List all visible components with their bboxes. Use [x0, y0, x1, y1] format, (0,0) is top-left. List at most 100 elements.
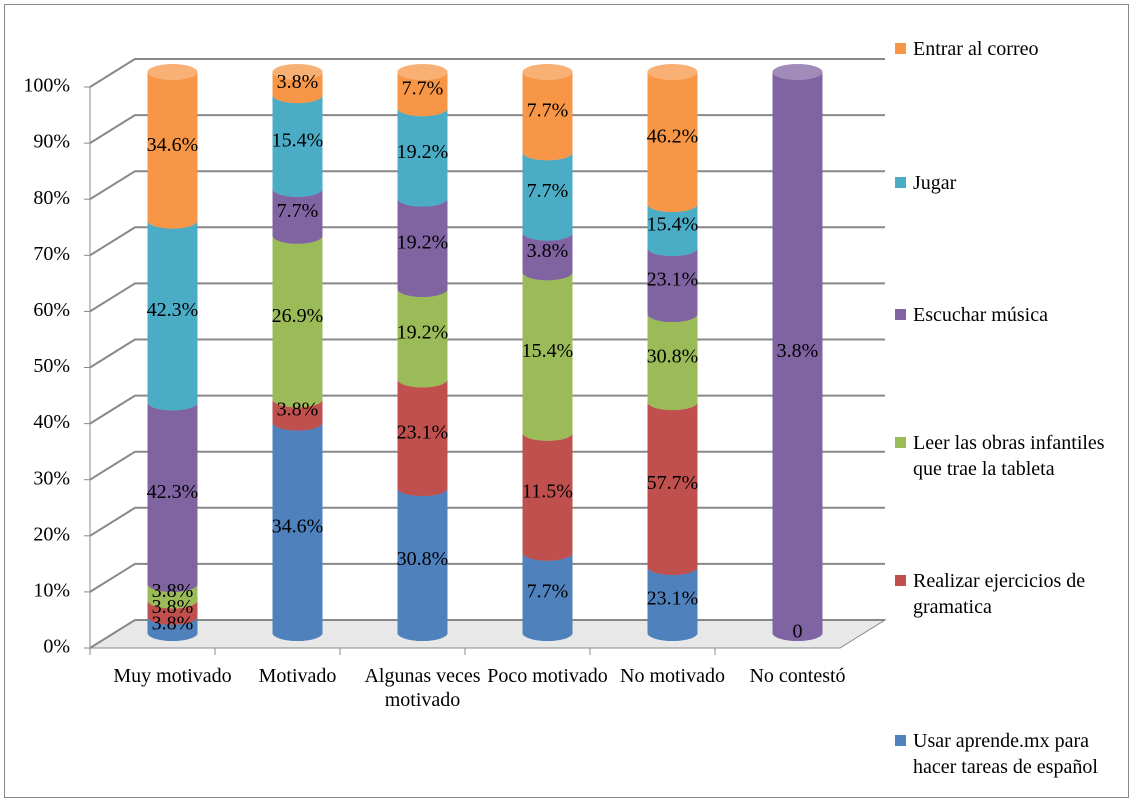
bar-shade	[647, 204, 698, 257]
bar-shade	[272, 95, 323, 197]
legend-label: Escuchar música	[913, 304, 1048, 326]
data-label: 46.2%	[647, 126, 699, 148]
data-label: 34.6%	[147, 134, 199, 156]
data-label: 15.4%	[522, 340, 574, 362]
legend-label: Leer las obras infantiles que trae la ta…	[913, 432, 1105, 480]
grid-line	[89, 619, 885, 649]
bar-shade	[397, 379, 448, 497]
data-label: 3.8%	[152, 580, 194, 602]
bar-shade	[147, 220, 198, 411]
legend-item: Escuchar música	[895, 302, 1130, 328]
bar-cap	[272, 64, 323, 80]
data-label: 7.7%	[527, 580, 569, 602]
bar-shade	[647, 72, 698, 213]
y-tick-label: 20%	[33, 523, 70, 545]
data-label: 3.8%	[152, 596, 194, 618]
data-label: 7.7%	[277, 200, 319, 222]
legend-label: Usar aprende.mx para hacer tareas de esp…	[913, 730, 1098, 778]
data-label: 15.4%	[647, 214, 699, 236]
grid-line	[89, 394, 885, 425]
bar-shade	[147, 72, 198, 229]
bar-shade	[397, 108, 448, 207]
bar-shade	[647, 248, 698, 323]
grid-line	[89, 562, 885, 593]
y-tick-label: 90%	[33, 131, 70, 153]
bar-cap	[772, 64, 823, 80]
legend-label: Jugar	[913, 172, 957, 194]
bar-shade	[397, 72, 448, 117]
grid-line	[89, 506, 885, 537]
bar-shade	[772, 72, 823, 641]
bar-shade	[272, 72, 323, 104]
bar-shade	[397, 488, 448, 641]
y-tick-label: 30%	[33, 467, 70, 489]
data-label: 57.7%	[647, 472, 699, 494]
grid-line	[89, 282, 885, 313]
grid-line	[89, 114, 885, 144]
y-tick-label: 10%	[33, 579, 70, 601]
bar-cap	[647, 64, 698, 80]
bar-shade	[272, 235, 323, 408]
bar-shade	[147, 584, 198, 609]
data-label: 11.5%	[522, 480, 573, 502]
data-label: 23.1%	[647, 588, 699, 610]
bar-shade	[522, 272, 573, 441]
y-tick-label: 40%	[33, 411, 70, 433]
chart-frame	[4, 4, 1129, 798]
legend-swatch	[895, 177, 906, 188]
data-label: 30.8%	[397, 548, 449, 570]
y-tick-label: 70%	[33, 243, 70, 265]
legend-swatch	[895, 309, 906, 320]
bar-cap	[522, 64, 573, 80]
legend-swatch	[895, 735, 906, 746]
legend-label: Entrar al correo	[913, 38, 1039, 60]
bar-shade	[272, 188, 323, 244]
y-tick-label: 60%	[33, 299, 70, 321]
grid-line	[89, 450, 885, 481]
bar-shade	[522, 152, 573, 241]
grid-line	[89, 226, 885, 257]
data-label: 23.1%	[647, 269, 699, 291]
bar-shade	[397, 288, 448, 388]
data-label: 0	[793, 621, 803, 643]
data-label: 19.2%	[397, 231, 449, 253]
bar-shade	[522, 552, 573, 641]
legend-item: Usar aprende.mx para hacer tareas de esp…	[895, 728, 1130, 780]
data-label: 23.1%	[397, 421, 449, 443]
bar-shade	[272, 422, 323, 641]
data-label: 26.9%	[272, 305, 324, 327]
bar-shade	[647, 314, 698, 411]
bar-shade	[522, 432, 573, 561]
data-label: 3.8%	[277, 71, 319, 93]
data-label: 19.2%	[397, 322, 449, 344]
x-tick-label: Muy motivado	[113, 665, 232, 687]
x-tick-label: Motivado	[258, 665, 337, 687]
data-label: 15.4%	[272, 130, 324, 152]
legend-item: Leer las obras infantiles que trae la ta…	[895, 430, 1130, 482]
y-tick-label: 50%	[33, 355, 70, 377]
data-label: 7.7%	[527, 180, 569, 202]
x-tick-label: Algunas veces motivado	[364, 665, 481, 711]
data-label: 42.3%	[147, 299, 199, 321]
legend-swatch	[895, 437, 906, 448]
floor	[88, 619, 887, 649]
bar-shade	[147, 402, 198, 593]
data-label: 3.8%	[277, 399, 319, 421]
data-label: 30.8%	[647, 346, 699, 368]
grid-line	[89, 58, 885, 88]
bar-shade	[647, 402, 698, 575]
bar-shade	[147, 616, 198, 641]
data-label: 3.8%	[527, 240, 569, 262]
data-label: 19.2%	[397, 141, 449, 163]
data-label: 42.3%	[147, 481, 199, 503]
bar-shade	[272, 399, 323, 431]
data-label: 7.7%	[527, 100, 569, 122]
grid-line	[89, 170, 885, 201]
bar-shade	[397, 198, 448, 297]
bar-shade	[522, 232, 573, 281]
bar-shade	[147, 600, 198, 625]
data-label: 3.8%	[777, 340, 819, 362]
x-tick-label: Poco motivado	[487, 665, 608, 687]
